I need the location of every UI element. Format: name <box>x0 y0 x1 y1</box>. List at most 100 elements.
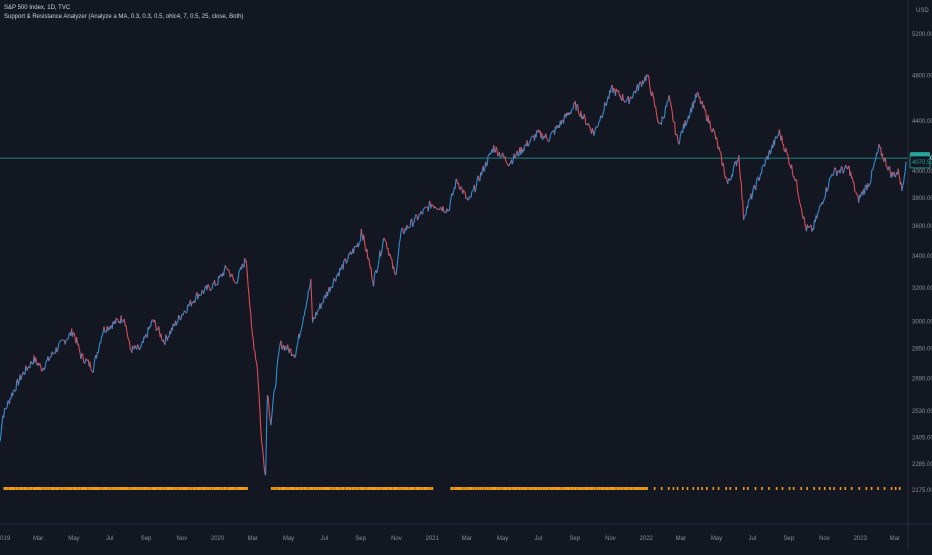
price-segment <box>86 359 87 360</box>
marker-tick <box>463 487 465 490</box>
price-segment <box>186 312 187 313</box>
marker-tick <box>465 487 467 490</box>
price-segment <box>242 264 243 266</box>
marker-tick <box>111 487 113 490</box>
marker-tick <box>386 487 388 490</box>
price-segment <box>743 202 744 220</box>
price-segment <box>302 322 303 326</box>
price-segment <box>50 357 51 358</box>
price-segment <box>234 280 235 282</box>
price-segment <box>659 123 660 124</box>
price-segment <box>237 281 238 283</box>
price-segment <box>313 317 314 318</box>
marker-tick <box>279 487 281 490</box>
price-segment <box>146 334 147 336</box>
price-segment <box>547 140 548 142</box>
price-segment <box>229 270 230 272</box>
marker-tick <box>90 487 92 490</box>
marker-tick <box>141 487 143 490</box>
marker-tick <box>877 487 879 490</box>
marker-tick <box>26 487 28 490</box>
marker-tick <box>476 487 478 490</box>
price-segment <box>176 323 177 326</box>
price-segment <box>130 349 131 350</box>
time-tick-label: Mar <box>33 536 43 542</box>
marker-tick <box>646 487 648 490</box>
marker-tick <box>701 487 703 490</box>
marker-tick <box>366 487 368 490</box>
price-segment <box>307 299 308 302</box>
marker-tick <box>510 487 512 490</box>
price-segment <box>49 359 50 361</box>
marker-tick <box>643 487 645 490</box>
currency-label: USD <box>916 8 929 14</box>
price-segment <box>435 206 436 207</box>
time-tick-label: Jul <box>106 536 114 542</box>
marker-tick <box>467 487 469 490</box>
price-segment <box>102 335 103 337</box>
price-segment <box>885 158 886 159</box>
price-segment <box>670 100 671 103</box>
price-segment <box>57 350 58 352</box>
price-segment <box>152 320 153 321</box>
marker-tick <box>576 487 578 490</box>
price-segment <box>334 278 335 280</box>
price-segment <box>439 209 440 210</box>
marker-tick <box>871 487 873 490</box>
price-segment <box>68 337 69 340</box>
price-tick-label: 2690.00 <box>912 377 932 383</box>
marker-tick <box>412 487 414 490</box>
time-tick-label: Mar <box>676 536 686 542</box>
marker-tick <box>899 487 901 490</box>
marker-tick <box>527 487 529 490</box>
marker-tick <box>347 487 349 490</box>
price-segment <box>377 270 378 273</box>
price-segment <box>139 349 140 350</box>
price-segment <box>723 163 724 166</box>
price-tick-label: 2850.00 <box>912 346 932 352</box>
marker-tick <box>743 487 745 490</box>
price-segment <box>185 311 186 312</box>
marker-tick <box>541 487 543 490</box>
price-segment <box>441 207 442 209</box>
price-segment <box>6 408 7 409</box>
price-segment <box>55 353 56 354</box>
price-segment <box>614 88 615 89</box>
symbol-title[interactable]: S&P 500 Index, 1D, TVC <box>4 4 243 13</box>
marker-tick <box>294 487 296 490</box>
marker-tick <box>148 487 150 490</box>
price-segment <box>137 345 138 346</box>
marker-tick <box>481 487 483 490</box>
price-segment <box>496 147 497 149</box>
marker-tick <box>599 487 601 490</box>
indicator-title[interactable]: Support & Resistance Analyzer (Analyze a… <box>4 13 243 22</box>
price-segment <box>873 167 874 170</box>
price-segment <box>869 185 870 187</box>
marker-tick <box>654 487 656 490</box>
marker-tick <box>428 487 430 490</box>
price-segment <box>687 121 688 122</box>
marker-tick <box>287 487 289 490</box>
marker-tick <box>575 487 577 490</box>
marker-tick <box>844 487 846 490</box>
marker-tick <box>40 487 42 490</box>
price-segment <box>230 276 231 277</box>
marker-tick <box>851 487 853 490</box>
marker-tick <box>793 487 795 490</box>
marker-tick <box>195 487 197 490</box>
marker-tick <box>344 487 346 490</box>
marker-tick <box>697 487 699 490</box>
marker-tick <box>298 487 300 490</box>
price-segment <box>491 152 492 154</box>
price-segment <box>757 178 758 181</box>
price-segment <box>720 152 721 155</box>
price-tick-label: 2285.00 <box>912 462 932 468</box>
price-segment <box>66 339 67 340</box>
marker-tick <box>71 487 73 490</box>
time-tick-label: Mar <box>248 536 258 542</box>
marker-tick <box>559 487 561 490</box>
marker-tick <box>637 487 639 490</box>
